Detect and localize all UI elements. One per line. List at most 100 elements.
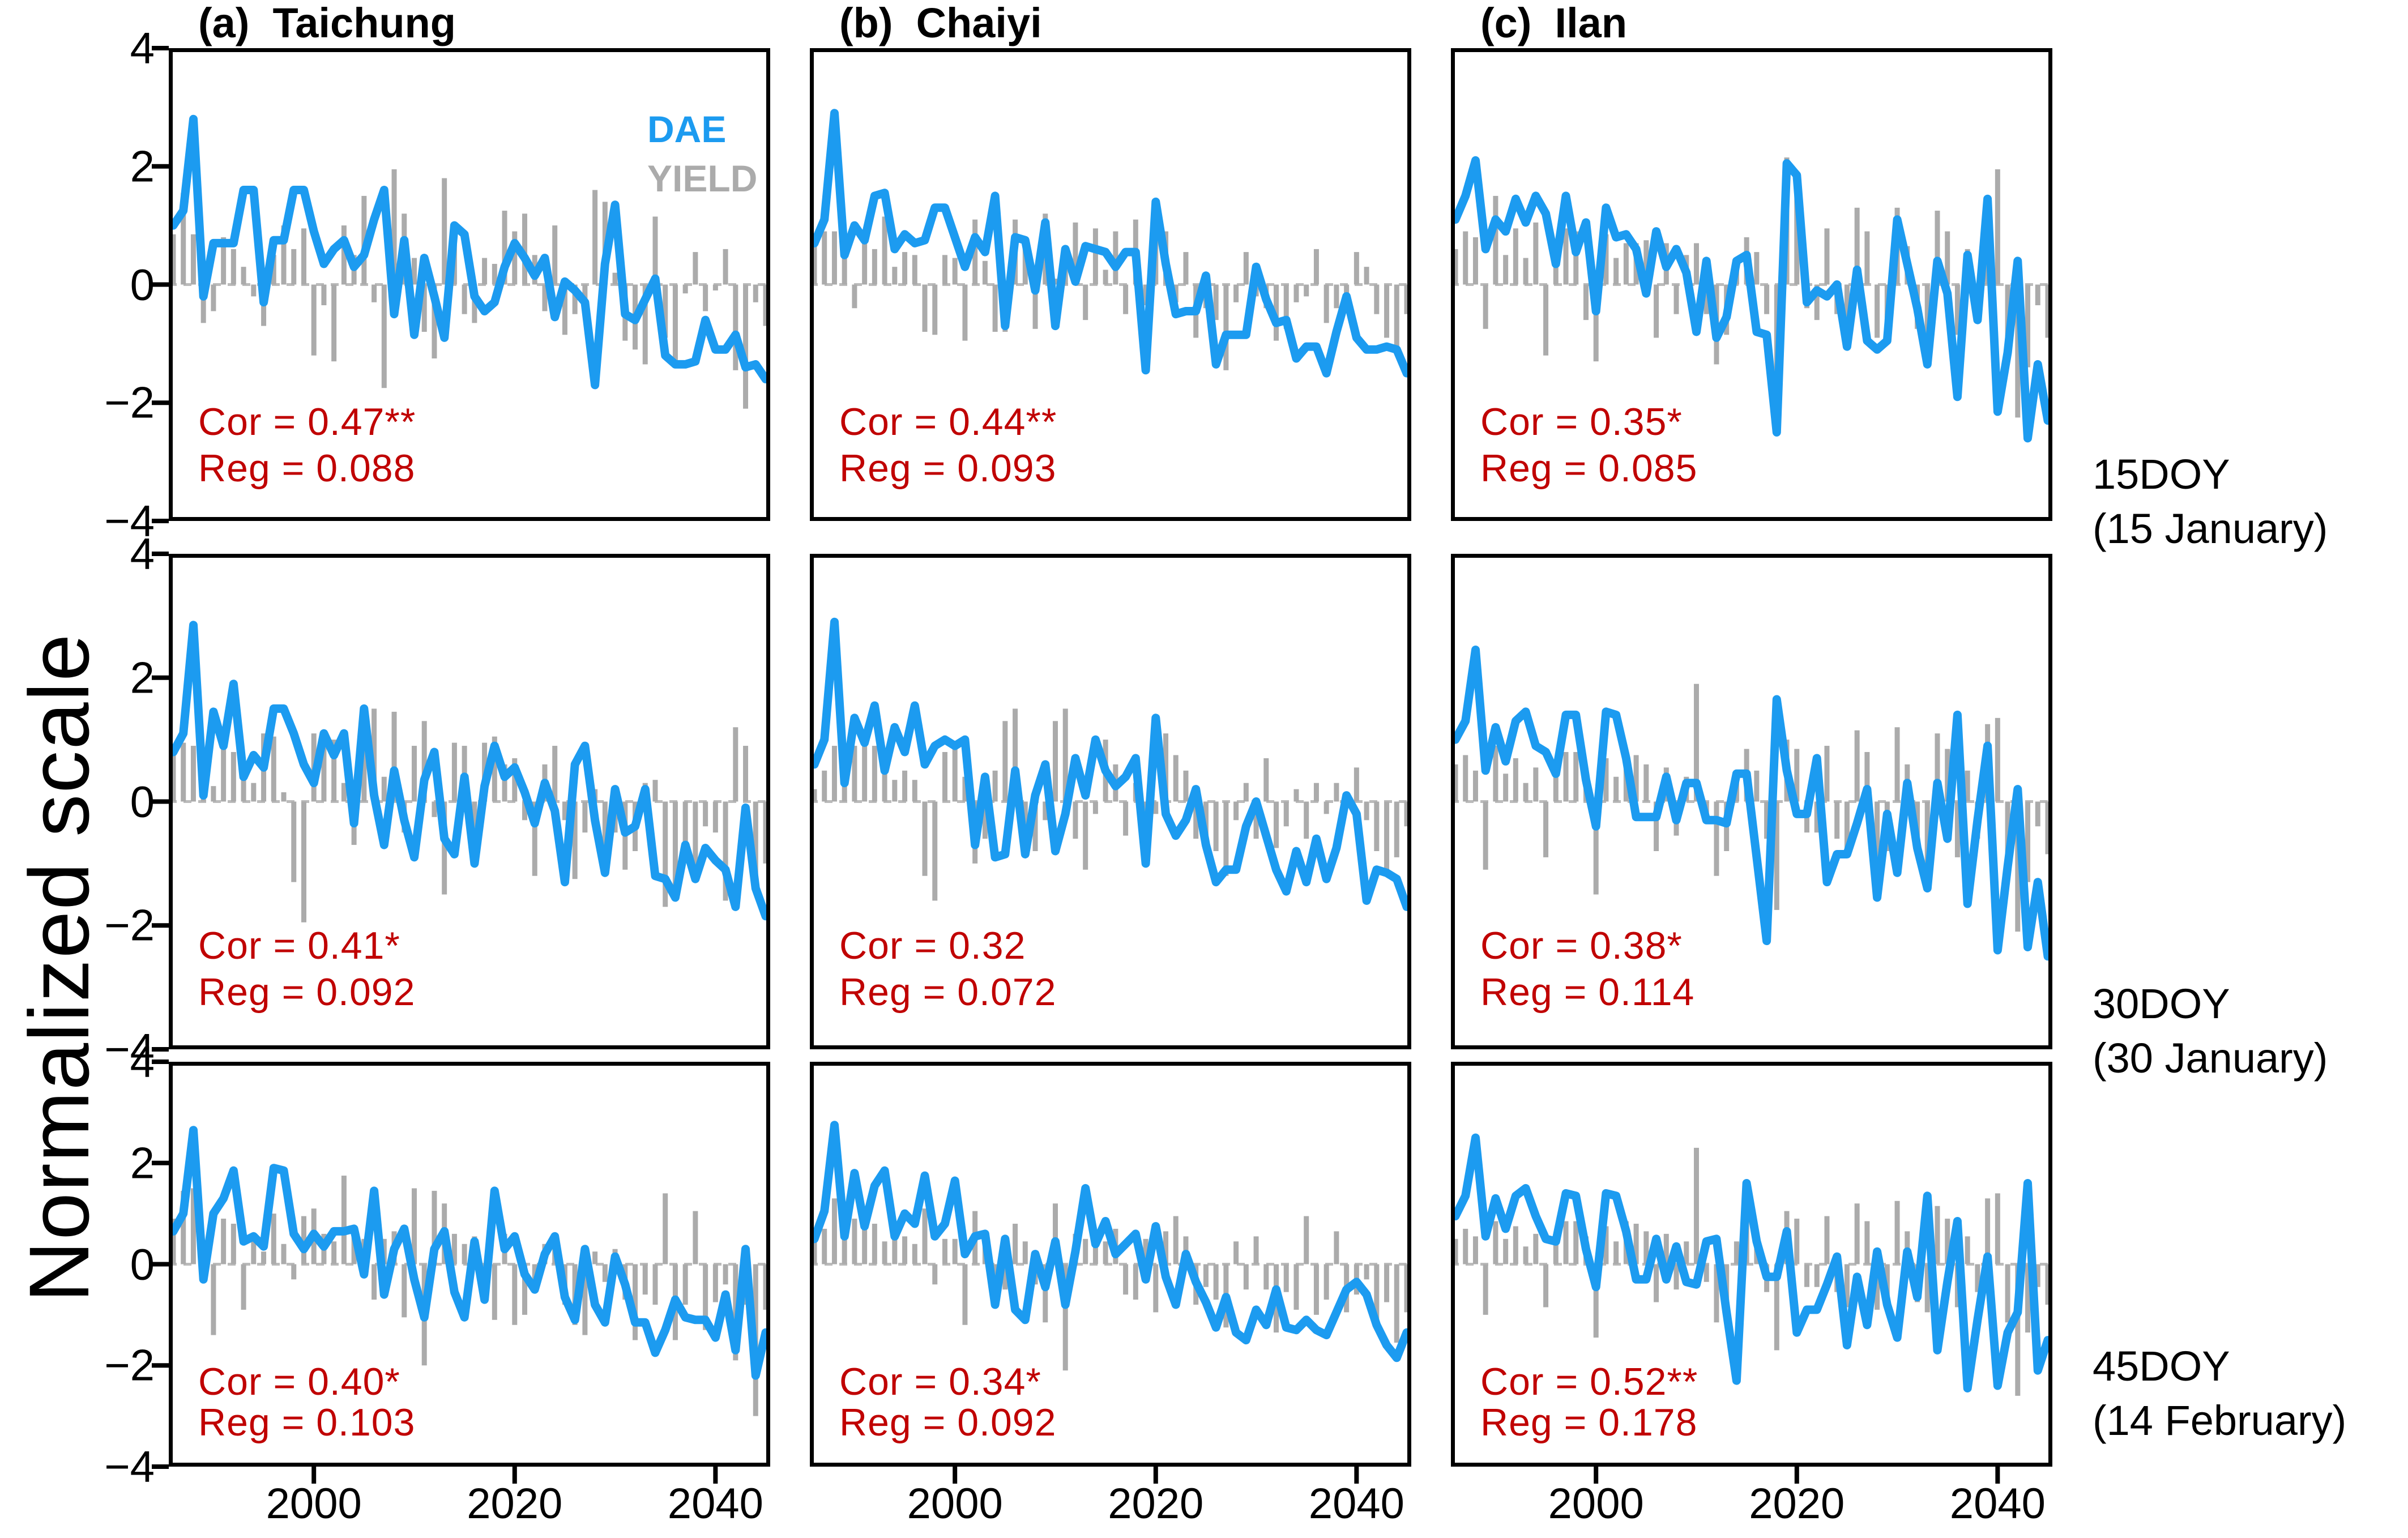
yield-bar (261, 1251, 267, 1264)
yield-bar (1513, 228, 1518, 285)
yield-bar (1052, 1203, 1058, 1264)
yield-bar (451, 742, 457, 802)
yield-bar (1384, 284, 1390, 338)
yield-bar (1183, 252, 1189, 285)
yield-bar (1344, 284, 1350, 300)
yield-bar (992, 770, 998, 802)
yield-bar (221, 237, 227, 285)
yield-bar (1374, 801, 1380, 851)
yield-bar (1654, 284, 1659, 338)
y-tick-label: 4 (130, 23, 155, 73)
yield-bar (672, 284, 678, 365)
yield-bar (442, 178, 447, 285)
yield-bar (1283, 1264, 1289, 1292)
yield-bar (1613, 258, 1619, 285)
yield-bar (1203, 1264, 1209, 1287)
panel-title-taichung: (a) Taichung (198, 0, 456, 46)
yield-bar (642, 1264, 648, 1295)
yield-bar (1404, 1264, 1410, 1313)
cor-annotation: Cor = 0.38* (1480, 924, 1683, 967)
x-tick-label: 2000 (907, 1480, 1003, 1528)
yield-bar (1864, 752, 1870, 802)
row-label-date: (14 February) (2093, 1397, 2347, 1444)
yield-bar (281, 792, 287, 802)
yield-bar (1533, 222, 1539, 285)
yield-bar (1052, 279, 1058, 285)
yield-bar (411, 746, 417, 802)
yield-bar (1013, 708, 1018, 802)
yield-bar (1173, 755, 1179, 802)
yield-bar (2045, 284, 2051, 338)
yield-bar (301, 801, 306, 922)
yield-bar (862, 234, 868, 285)
yield-bar (1603, 758, 1609, 802)
row-label-date: (15 January) (2093, 505, 2328, 552)
yield-bar (1233, 801, 1239, 821)
yield-bar (1854, 207, 1860, 285)
yield-bar (1523, 258, 1529, 285)
yield-bar (1553, 255, 1559, 285)
yield-bar (1463, 755, 1468, 802)
yield-bar (902, 770, 908, 802)
yield-bar (1583, 284, 1589, 321)
yield-bar (1703, 1264, 1709, 1282)
y-tick-label: −4 (104, 1441, 155, 1492)
yield-bar (200, 284, 206, 323)
yield-bar (1553, 1238, 1559, 1264)
yield-bar (602, 801, 608, 848)
yield-bar (672, 801, 678, 895)
yield-bar (592, 190, 598, 285)
y-tick-label: 2 (130, 652, 155, 703)
yield-bar (1673, 1264, 1679, 1290)
yield-bar (1323, 1264, 1329, 1300)
yield-bar (982, 260, 988, 285)
yield-bar (1573, 752, 1579, 802)
yield-bar (1935, 211, 1940, 285)
yield-bar (872, 746, 877, 802)
yield-bar (1022, 1241, 1028, 1264)
yield-bar (1313, 1264, 1319, 1315)
yield-bar (882, 774, 887, 802)
dae-line (810, 1121, 1411, 1362)
yield-bar (1523, 1246, 1529, 1264)
yield-bar (351, 1233, 357, 1264)
yield-bar (251, 783, 257, 802)
yield-bar (1323, 284, 1329, 323)
yield-bar (411, 258, 417, 285)
yield-bar (1623, 243, 1629, 285)
reg-annotation: Reg = 0.072 (839, 971, 1057, 1014)
yield-bar (1613, 776, 1619, 802)
yield-bar (1113, 231, 1118, 285)
yield-bar (1243, 1264, 1249, 1290)
yield-bar (663, 1193, 668, 1264)
yield-bar (902, 252, 908, 285)
yield-bar (1563, 228, 1569, 285)
yield-bar (1223, 801, 1229, 876)
cor-annotation: Cor = 0.44** (839, 400, 1057, 443)
yield-bar (1503, 774, 1509, 802)
yield-bar (1563, 1221, 1569, 1264)
yield-bar (831, 1198, 837, 1264)
yield-bar (693, 252, 698, 285)
yield-bar (532, 801, 537, 876)
chart-canvas (1451, 1062, 2052, 1484)
yield-bar (723, 801, 728, 901)
yield-bar (712, 284, 718, 290)
yield-bar (241, 1264, 246, 1310)
yield-bar (1334, 783, 1339, 802)
yield-bar (331, 284, 337, 362)
yield-bar (763, 284, 768, 326)
yield-bar (1654, 1264, 1659, 1302)
yield-bar (1274, 801, 1279, 848)
chart-panel-chaiyi-45doy: Cor = 0.34* Reg = 0.092 (810, 1062, 1411, 1484)
yield-bar (1334, 1231, 1339, 1264)
yield-bar (572, 801, 578, 879)
x-tick-label: 2000 (1548, 1480, 1644, 1528)
yield-bar (1935, 733, 1940, 802)
yield-bar (1083, 284, 1088, 321)
yield-bar (1283, 284, 1289, 329)
y-tick-label: −2 (104, 900, 155, 950)
yield-bar (1384, 1264, 1390, 1302)
yield-bar (1774, 1264, 1779, 1351)
chart-canvas (152, 46, 770, 523)
